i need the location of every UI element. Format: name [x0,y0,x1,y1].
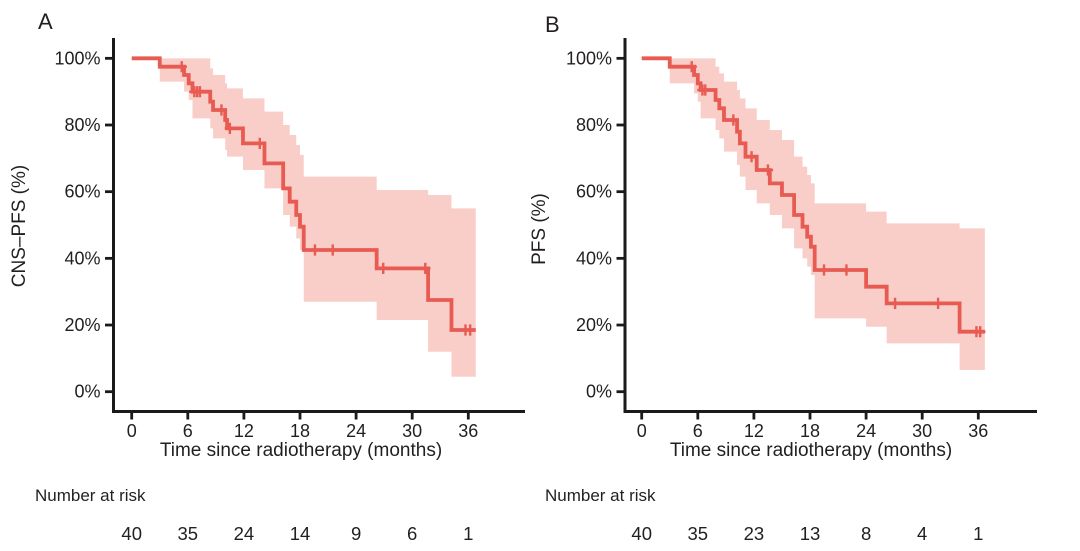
number-at-risk-value: 1 [973,523,983,544]
censor-mark [841,264,852,276]
censor-mark [216,104,227,116]
censor-mark [889,297,901,309]
censor-mark [932,297,944,309]
censor-mark [309,244,321,256]
x-tick-label: 36 [458,421,478,441]
x-tick-label: 0 [127,421,137,441]
x-tick-label: 36 [968,421,988,441]
panel-a-y-axis-title: CNS–PFS (%) [9,164,30,288]
x-tick-label: 12 [234,421,254,441]
censor-mark [378,262,389,274]
censor-mark [420,262,431,274]
y-tick-label: 80% [64,115,100,135]
censor-mark [746,151,757,163]
censor-mark [176,61,187,73]
censor-mark [224,122,236,134]
panel-b-x-axis-title: Time since radiotherapy (months) [669,440,953,461]
panel-a: 0 40 6 35 12 24 18 14 24 9 30 6 36 1 0% 20% 40% 60% 80% 100… [54,38,525,544]
number-at-risk-value: 9 [351,523,361,544]
y-tick-label: 20% [576,315,612,335]
y-tick-label: 60% [576,182,612,202]
number-at-risk-value: 1 [463,523,473,544]
km-curve [641,56,985,334]
censor-mark [974,326,986,338]
km-curve [131,56,476,332]
y-tick-label: 0% [586,382,612,402]
number-at-risk-value: 40 [631,523,652,544]
panel-a-number-at-risk-label: Number at risk [35,486,146,505]
y-tick-label: 60% [64,182,100,202]
y-tick-label: 100% [54,48,100,68]
x-tick-label: 30 [402,421,422,441]
panel-a-x-axis-title: Time since radiotherapy (months) [159,440,443,461]
x-tick-label: 12 [744,421,764,441]
censor-mark [762,164,774,176]
censor-mark [818,264,830,276]
x-tick-label: 24 [856,421,876,441]
censor-mark [700,84,711,96]
x-tick-label: 30 [912,421,932,441]
panel-b: 0 40 6 35 12 23 18 13 24 8 30 4 36 1 0% 20% 40% 60% 80% 100… [566,38,1037,544]
panel-b-y-axis-title: PFS (%) [529,193,550,265]
censor-mark [327,244,338,256]
panel-b-letter: B [545,12,561,37]
x-tick-label: 6 [693,421,703,441]
censor-mark [254,137,265,149]
x-tick-label: 18 [800,421,820,441]
confidence-band [159,58,476,377]
number-at-risk-value: 14 [290,523,311,544]
number-at-risk-value: 35 [178,523,199,544]
number-at-risk-value: 4 [917,523,927,544]
number-at-risk-value: 35 [688,523,709,544]
x-tick-label: 0 [637,421,647,441]
number-at-risk-value: 23 [744,523,765,544]
x-tick-label: 24 [346,421,366,441]
confidence-band [669,58,985,371]
x-tick-label: 18 [290,421,310,441]
y-tick-label: 100% [566,48,612,68]
panel-b-number-at-risk-label: Number at risk [545,486,656,505]
number-at-risk-value: 6 [407,523,417,544]
number-at-risk-value: 40 [121,523,142,544]
censor-mark [464,324,476,336]
x-tick-label: 6 [183,421,193,441]
censor-mark [686,61,697,73]
panel-a-letter: A [38,9,54,34]
y-tick-label: 40% [576,248,612,268]
number-at-risk-value: 24 [234,523,255,544]
y-tick-label: 80% [576,115,612,135]
y-tick-label: 20% [64,315,100,335]
number-at-risk-value: 8 [861,523,871,544]
y-tick-label: 40% [64,248,100,268]
number-at-risk-value: 13 [800,523,821,544]
y-tick-label: 0% [74,382,100,402]
censor-mark [728,114,739,126]
censor-mark [194,86,206,98]
